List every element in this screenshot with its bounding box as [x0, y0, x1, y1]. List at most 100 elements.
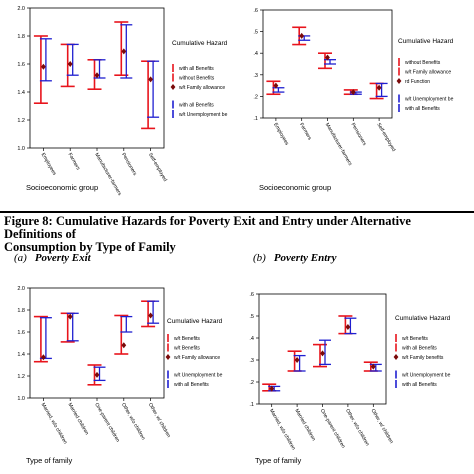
y-tick-label: .5: [253, 30, 258, 36]
legend-label: w/t Benefits: [402, 336, 428, 342]
y-tick-label: .6: [249, 292, 254, 298]
x-axis-label: Socioeconomic group: [259, 183, 331, 192]
x-axis-label: Type of family: [255, 456, 302, 465]
y-tick-label: .2: [249, 380, 254, 386]
x-tick-label: Married, w/o children: [268, 408, 297, 451]
legend-marker-swatch: [396, 78, 402, 84]
point-marker: [41, 63, 46, 70]
y-tick-label: 1.4: [17, 352, 25, 358]
legend-label: w/t Unemployment be: [405, 97, 454, 103]
legend-title: Cumulative Hazard: [398, 38, 454, 45]
point-marker: [94, 72, 100, 79]
point-marker: [41, 354, 46, 361]
x-tick-label: Farmers: [298, 122, 313, 142]
x-axis-label: Type of family: [26, 456, 73, 465]
legend-label: with all Benefits: [402, 346, 437, 352]
legend-marker-swatch: [165, 354, 171, 360]
caption-line-2: Consumption by Type of Family: [4, 240, 176, 254]
y-tick-label: 1.6: [17, 330, 25, 336]
section-divider: [0, 211, 474, 213]
legend-label: w/t Family allowance: [174, 355, 220, 361]
legend-label: with all Benefits: [402, 382, 437, 388]
chart-top-right: .1 .2 .3 .4 .5 .6 Employees Farmers Manufacturer…: [253, 8, 454, 192]
panel-a-label: (a) Poverty Exit: [14, 252, 91, 264]
point-marker: [273, 82, 279, 89]
x-tick-label: Pensioners: [350, 122, 368, 147]
legend-label: with all Benefits: [179, 103, 214, 109]
point-marker: [269, 385, 275, 392]
y-tick-label: .1: [253, 116, 258, 122]
panel-a-letter: (a): [14, 252, 27, 264]
x-tick-label: Self-employed: [375, 122, 396, 153]
legend-label: w/t Unemployment be: [402, 373, 451, 379]
legend-label: w/t Family benefits: [402, 355, 444, 361]
x-tick-label: Pensioners: [120, 152, 138, 177]
panel-b-letter: (b): [253, 252, 266, 264]
legend-label: with all Benefits: [179, 66, 214, 72]
x-tick-label: One-parent children: [93, 402, 120, 443]
y-tick-label: .4: [249, 336, 254, 342]
point-marker: [299, 32, 305, 39]
x-tick-label: Married children: [293, 408, 316, 442]
legend-label: w/t Unemployment be: [179, 112, 228, 118]
plot-frame: [258, 293, 387, 405]
x-axis-label: Socioeconomic group: [26, 183, 98, 192]
x-tick-label: Married children: [66, 402, 89, 436]
x-tick-label: Other, w/o children: [344, 408, 370, 447]
legend-label: with all Benefits: [405, 106, 440, 112]
point-marker: [94, 371, 100, 378]
x-tick-label: Employees: [272, 122, 290, 147]
panel-b-label: (b) Poverty Entry: [253, 252, 336, 264]
y-tick-label: 1.4: [17, 90, 25, 96]
x-tick-label: Married, w/o children: [40, 402, 69, 445]
x-tick-label: One-parent children: [319, 408, 346, 449]
legend-label: w/t Family allowance: [179, 85, 225, 91]
legend-label: w/t Family allowance: [405, 70, 451, 76]
point-marker: [148, 312, 153, 319]
point-marker: [294, 357, 300, 363]
y-tick-label: .3: [249, 358, 254, 364]
y-tick-label: 1.0: [17, 146, 25, 152]
point-marker: [370, 363, 376, 370]
y-tick-label: 1.6: [17, 62, 25, 68]
y-tick-label: .3: [253, 73, 258, 79]
x-tick-label: Other, w/o children: [120, 402, 146, 441]
x-tick-label: Self-employed: [147, 152, 168, 183]
y-tick-label: 1.2: [17, 118, 25, 124]
y-tick-label: .6: [253, 8, 258, 14]
figure-caption: Figure 8: Cumulative Hazards for Poverty…: [4, 215, 472, 254]
x-tick-label: Manufacturer-farmers: [324, 122, 353, 167]
y-tick-label: 1.8: [17, 34, 25, 40]
y-tick-label: .1: [249, 402, 254, 408]
point-marker: [67, 61, 73, 67]
point-marker: [345, 324, 351, 330]
point-marker: [148, 76, 153, 83]
y-tick-label: 1.2: [17, 374, 25, 380]
legend-label: w/t Benefits: [174, 336, 200, 342]
y-tick-label: 1.0: [17, 396, 25, 402]
legend-label: without Benefits: [179, 76, 215, 82]
y-tick-label: .4: [253, 51, 258, 57]
x-tick-label: Farmers: [66, 152, 81, 172]
panel-b-title: Poverty Entry: [273, 252, 337, 264]
plot-frame: [29, 287, 165, 399]
legend-label: without Benefits: [405, 60, 441, 66]
x-tick-label: Other, w/ children: [147, 402, 172, 439]
y-tick-label: 1.8: [17, 308, 25, 314]
legend-label: w/t Unemployment be: [174, 373, 223, 379]
legend-label: rd Function: [405, 79, 430, 85]
y-tick-label: 2.0: [17, 286, 25, 292]
y-tick-label: 2.0: [17, 6, 25, 12]
x-tick-label: Other, w/ children: [370, 408, 395, 445]
caption-line-1: Figure 8: Cumulative Hazards for Poverty…: [4, 214, 411, 241]
chart-bottom-right: .1 .2 .3 .4 .5 .6 Married, w/o childrenMarried…: [249, 292, 451, 465]
legend-label: w/t Benefits: [174, 346, 200, 352]
point-marker: [67, 313, 73, 320]
legend-title: Cumulative Hazard: [172, 40, 228, 47]
point-marker: [376, 84, 382, 91]
x-tick-label: Employees: [40, 152, 58, 177]
legend-marker-swatch: [393, 354, 399, 360]
point-marker: [121, 342, 127, 349]
